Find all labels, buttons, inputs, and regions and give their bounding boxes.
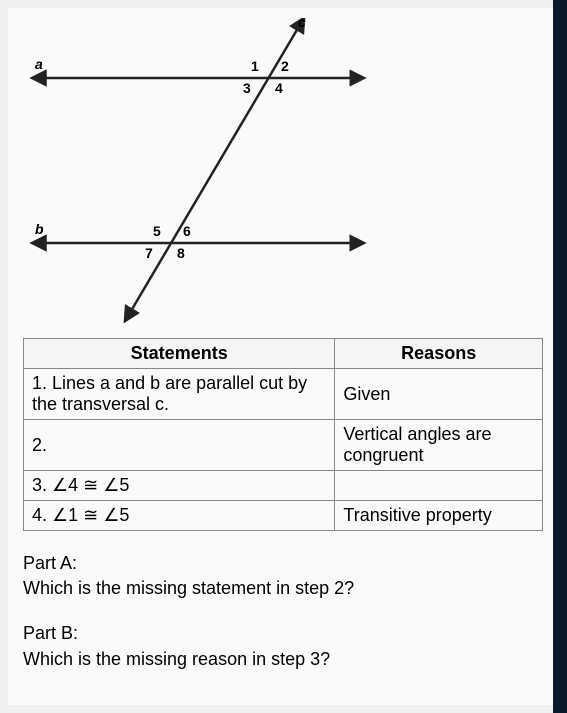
table-row: 1. Lines a and b are parallel cut by the…	[24, 369, 543, 420]
statement-cell: 2.	[24, 420, 335, 471]
table-row: 4. ∠1 ≅ ∠5 Transitive property	[24, 501, 543, 531]
angle-7: 7	[145, 245, 153, 261]
angle-6: 6	[183, 223, 191, 239]
diagram-svg	[23, 18, 403, 328]
angle-8: 8	[177, 245, 185, 261]
angle-4: 4	[275, 80, 283, 96]
reason-cell	[335, 471, 543, 501]
label-line-a: a	[35, 56, 43, 72]
part-b-text: Which is the missing reason in step 3?	[23, 649, 330, 669]
screen-edge	[553, 0, 567, 713]
statement-cell: 4. ∠1 ≅ ∠5	[24, 501, 335, 531]
angle-3: 3	[243, 80, 251, 96]
proof-table: Statements Reasons 1. Lines a and b are …	[23, 338, 543, 531]
reason-cell: Transitive property	[335, 501, 543, 531]
angle-2: 2	[281, 58, 289, 74]
statement-cell: 3. ∠4 ≅ ∠5	[24, 471, 335, 501]
part-a-label: Part A:	[23, 551, 544, 576]
table-row: 3. ∠4 ≅ ∠5	[24, 471, 543, 501]
label-line-b: b	[35, 221, 44, 237]
label-line-c: c	[298, 14, 306, 30]
reason-cell: Vertical angles are congruent	[335, 420, 543, 471]
reason-cell: Given	[335, 369, 543, 420]
part-b-block: Part B: Which is the missing reason in s…	[23, 621, 544, 671]
header-statements: Statements	[24, 339, 335, 369]
parallel-lines-diagram: a b c 1 2 3 4 5 6 7 8	[23, 18, 403, 328]
header-reasons: Reasons	[335, 339, 543, 369]
line-c	[128, 23, 301, 316]
angle-5: 5	[153, 223, 161, 239]
statement-cell: 1. Lines a and b are parallel cut by the…	[24, 369, 335, 420]
angle-1: 1	[251, 58, 259, 74]
part-b-label: Part B:	[23, 621, 544, 646]
part-a-text: Which is the missing statement in step 2…	[23, 578, 354, 598]
worksheet-page: a b c 1 2 3 4 5 6 7 8 Statements Reasons…	[8, 8, 559, 705]
table-row: 2. Vertical angles are congruent	[24, 420, 543, 471]
part-a-block: Part A: Which is the missing statement i…	[23, 551, 544, 601]
table-header-row: Statements Reasons	[24, 339, 543, 369]
